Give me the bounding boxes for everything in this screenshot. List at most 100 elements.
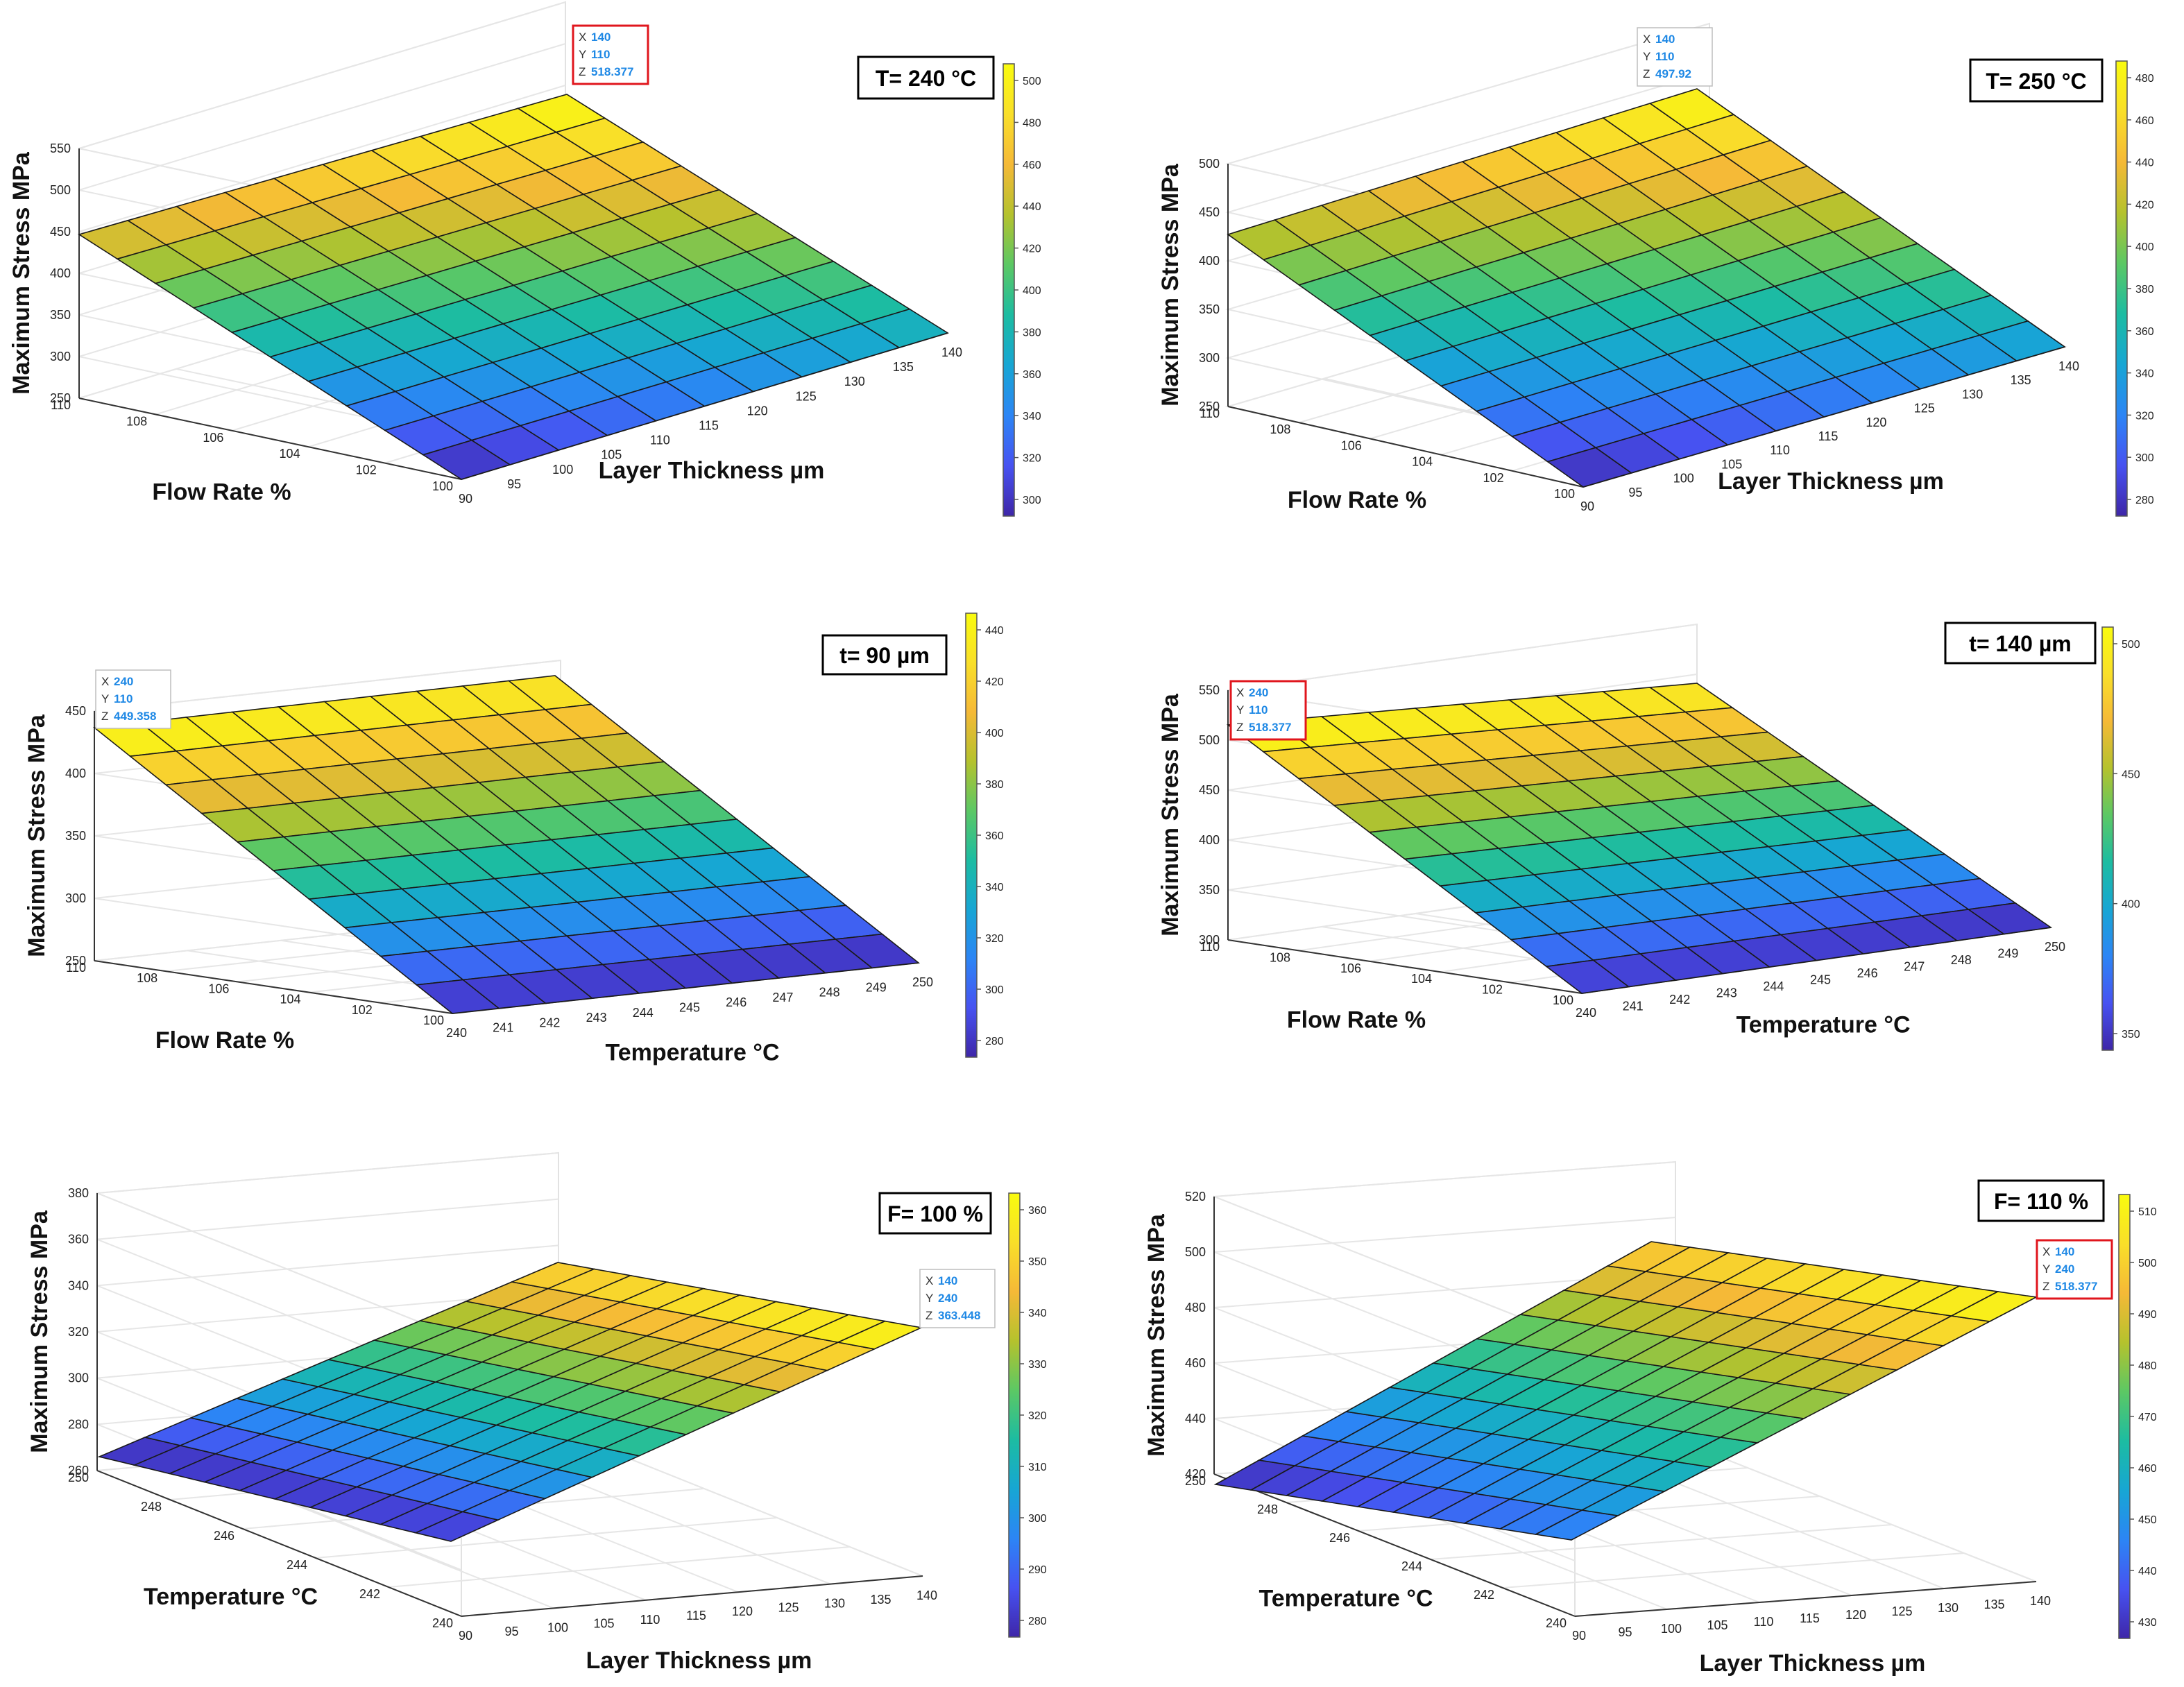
datatip[interactable]: X 140 Y 110 Z 497.92 bbox=[1637, 27, 1713, 87]
z-tick-label: 350 bbox=[50, 308, 71, 322]
colorbar-tick-label: 290 bbox=[1028, 1564, 1047, 1576]
colorbar-tick-label: 420 bbox=[985, 676, 1004, 688]
x-tick-label: 240 bbox=[446, 1026, 467, 1040]
colorbar-tick-label: 300 bbox=[1028, 1513, 1047, 1525]
y-axis-line bbox=[1213, 1473, 1576, 1617]
x-tick-label: 125 bbox=[796, 389, 817, 403]
x-tick-label: 245 bbox=[1810, 973, 1831, 987]
y-tick-label: 104 bbox=[1412, 455, 1433, 469]
colorbar-tick-label: 490 bbox=[2138, 1309, 2157, 1321]
datatip-value-z: 363.448 bbox=[938, 1309, 980, 1322]
colorbar-tick-label: 400 bbox=[1023, 285, 1041, 297]
datatip[interactable]: X 140 Y 240 Z 363.448 bbox=[919, 1269, 996, 1328]
surface-chart-4: 240 241 242 243 244 245 246 247 248 249 250 100 102 1… bbox=[1157, 622, 2140, 1051]
chart-title: F= 100 % bbox=[887, 1201, 983, 1226]
datatip-label-y: Y bbox=[925, 1292, 933, 1305]
y-tick-label: 240 bbox=[1546, 1616, 1567, 1630]
y-tick-label: 240 bbox=[432, 1616, 453, 1630]
x-tick-label: 241 bbox=[1623, 1000, 1644, 1013]
z-tick-label: 400 bbox=[1199, 833, 1220, 847]
datatip-label-z: Z bbox=[1236, 721, 1243, 734]
y-tick-label: 104 bbox=[280, 447, 300, 461]
datatip-value-z: 518.377 bbox=[1249, 721, 1291, 734]
colorbar-tick-label: 280 bbox=[985, 1036, 1004, 1047]
datatip-value-z: 497.92 bbox=[1655, 67, 1691, 80]
x-tick-label: 130 bbox=[844, 375, 865, 388]
surface-mesh bbox=[1227, 88, 2066, 488]
z-tick-label: 500 bbox=[50, 183, 71, 197]
colorbar bbox=[965, 613, 978, 1058]
x-tick-label: 125 bbox=[778, 1600, 799, 1614]
x-tick-label: 100 bbox=[1673, 472, 1694, 486]
surface-patch bbox=[1950, 1291, 2038, 1322]
grid-line bbox=[315, 1517, 778, 1559]
datatip-value-y: 110 bbox=[1249, 703, 1268, 717]
colorbar-tick-label: 320 bbox=[1028, 1410, 1047, 1422]
colorbar-tick-label: 450 bbox=[2122, 769, 2140, 780]
x-tick-label: 245 bbox=[679, 1001, 700, 1015]
surface-patch bbox=[1967, 902, 2053, 935]
datatip[interactable]: X 240 Y 110 Z 518.377 bbox=[1229, 680, 1307, 741]
y-tick-label: 246 bbox=[214, 1529, 234, 1543]
datatip[interactable]: X 140 Y 240 Z 518.377 bbox=[2036, 1239, 2113, 1300]
z-tick-label: 550 bbox=[1199, 683, 1220, 697]
y-tick-label: 106 bbox=[1340, 961, 1361, 975]
z-tick-label: 280 bbox=[68, 1417, 89, 1431]
x-tick-label: 249 bbox=[1997, 947, 2018, 961]
x-tick-label: 135 bbox=[893, 360, 914, 374]
y-tick-label: 106 bbox=[203, 431, 223, 445]
colorbar-tick-label: 420 bbox=[2135, 199, 2154, 211]
title-box bbox=[1969, 58, 2104, 103]
colorbar-tick-label: 340 bbox=[985, 882, 1004, 893]
colorbar bbox=[1008, 1192, 1021, 1638]
colorbar-tick-label: 440 bbox=[1023, 201, 1041, 213]
y-tick-label: 102 bbox=[1482, 983, 1503, 997]
x-tick-label: 244 bbox=[633, 1006, 654, 1020]
colorbar-tick-label: 340 bbox=[1028, 1308, 1047, 1319]
colorbar-tick-label: 510 bbox=[2138, 1206, 2157, 1218]
datatip[interactable]: X 240 Y 110 Z 449.358 bbox=[95, 669, 171, 729]
chart-title: T= 250 °C bbox=[1986, 69, 2086, 94]
x-tick-label: 244 bbox=[1763, 979, 1784, 993]
colorbar-tick-label: 460 bbox=[2135, 115, 2154, 127]
x-axis-title: Layer Thickness µm bbox=[1718, 468, 1944, 495]
datatip-box bbox=[2036, 1239, 2113, 1300]
x-tick-label: 243 bbox=[586, 1011, 607, 1025]
x-tick-label: 248 bbox=[1951, 953, 1972, 967]
x-axis-title: Layer Thickness µm bbox=[586, 1647, 812, 1674]
y-tick-label: 108 bbox=[1270, 422, 1290, 436]
surface-mesh bbox=[97, 1262, 923, 1542]
x-tick-label: 110 bbox=[1770, 443, 1790, 457]
datatip-label-z: Z bbox=[1643, 67, 1650, 80]
datatip-value-y: 110 bbox=[591, 48, 610, 61]
grid-line bbox=[1502, 1552, 1965, 1588]
colorbar-tick-label: 300 bbox=[1023, 495, 1041, 506]
datatip-label-x: X bbox=[1236, 686, 1244, 699]
x-tick-label: 130 bbox=[1962, 387, 1983, 401]
x-tick-label: 95 bbox=[1628, 486, 1642, 499]
x-axis-title: Temperature °C bbox=[1736, 1012, 1910, 1038]
surface-chart-2: 90 95 100 105 110 115 120 125 130 135 140 100 102 104… bbox=[1157, 22, 2154, 517]
y-tick-label: 110 bbox=[51, 398, 71, 412]
y-axis-title: Flow Rate % bbox=[155, 1027, 294, 1054]
z-tick-label: 420 bbox=[1185, 1467, 1206, 1481]
colorbar-tick-label: 380 bbox=[985, 779, 1004, 791]
z-tick-label: 400 bbox=[65, 767, 86, 780]
z-tick-label: 300 bbox=[1199, 933, 1220, 947]
y-tick-label: 108 bbox=[137, 971, 157, 985]
z-tick-label: 300 bbox=[50, 350, 71, 363]
colorbar-tick-label: 440 bbox=[985, 625, 1004, 637]
z-axis-title: Maximum Stress MPa bbox=[24, 714, 50, 957]
colorbar-tick-label: 480 bbox=[2138, 1360, 2157, 1372]
x-tick-label: 246 bbox=[1857, 966, 1878, 980]
z-axis-title: Maximum Stress MPa bbox=[8, 151, 35, 395]
datatip[interactable]: X 140 Y 110 Z 518.377 bbox=[572, 24, 649, 85]
z-tick-label: 480 bbox=[1185, 1301, 1206, 1315]
y-tick-label: 242 bbox=[1474, 1588, 1494, 1602]
x-tick-label: 90 bbox=[459, 492, 472, 506]
x-tick-label: 125 bbox=[1891, 1604, 1912, 1618]
z-tick-label: 250 bbox=[1199, 400, 1220, 413]
colorbar-tick-label: 360 bbox=[2135, 326, 2154, 338]
y-tick-label: 250 bbox=[1185, 1474, 1206, 1488]
x-tick-label: 243 bbox=[1716, 986, 1737, 1000]
